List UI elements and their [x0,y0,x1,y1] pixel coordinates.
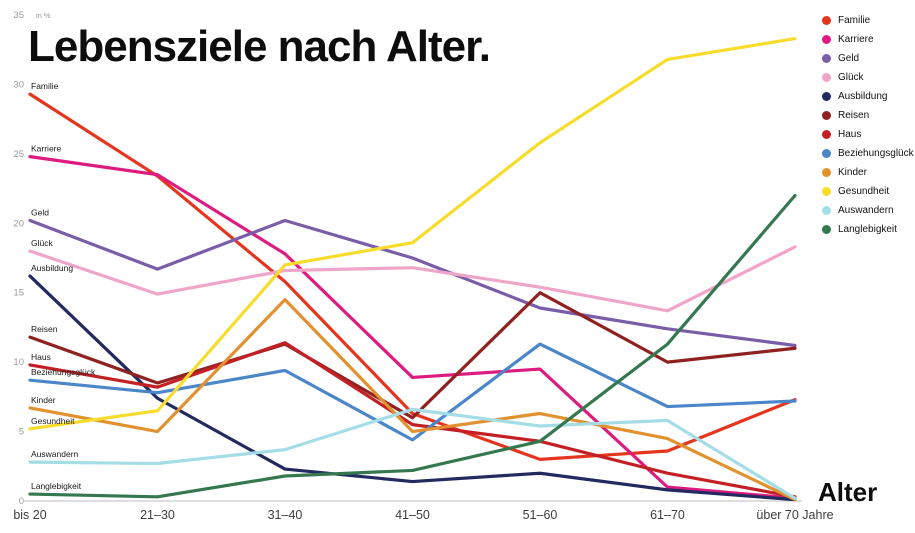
legend-label-auswandern: Auswandern [838,205,894,216]
series-start-label-langlebigkeit: Langlebigkeit [31,481,82,491]
y-tick-label: 25 [13,149,24,160]
series-start-label-familie: Familie [31,81,59,91]
legend-item-beziehungsglueck: Beziehungsglück [822,144,914,163]
legend-item-glueck: Glück [822,68,914,87]
x-tick-label: 51–60 [523,508,558,522]
legend-dot-beziehungsglueck [822,149,831,158]
series-start-label-karriere: Karriere [31,144,62,154]
series-line-haus [28,341,797,499]
series-start-label-beziehungsglueck: Beziehungsglück [31,367,96,377]
legend-dot-haus [822,130,831,139]
x-tick-label: 61–70 [650,508,685,522]
series-line-kinder [28,298,797,502]
series-line-gesundheit [28,37,797,431]
legend-dot-auswandern [822,206,831,215]
legend-dot-familie [822,16,831,25]
legend-label-langlebigkeit: Langlebigkeit [838,224,897,235]
legend-item-haus: Haus [822,125,914,144]
series-line-ausbildung [28,274,797,502]
chart-title: Lebensziele nach Alter. [28,22,491,71]
legend-dot-geld [822,54,831,63]
legend-label-familie: Familie [838,15,871,26]
series-start-label-gesundheit: Gesundheit [31,416,75,426]
legend-dot-gesundheit [822,187,831,196]
series-start-label-geld: Geld [31,208,49,218]
legend-label-gesundheit: Gesundheit [838,186,890,197]
series-line-langlebigkeit [28,193,797,499]
legend-dot-ausbildung [822,92,831,101]
x-tick-label: über 70 Jahre [756,508,833,522]
legend-label-kinder: Kinder [838,167,867,178]
series-start-label-glueck: Glück [31,238,53,248]
series-start-label-reisen: Reisen [31,324,58,334]
legend-dot-reisen [822,111,831,120]
series-line-geld [28,218,797,348]
x-tick-label: 31–40 [268,508,303,522]
series-line-glueck [28,245,797,313]
series-start-label-kinder: Kinder [31,395,56,405]
x-tick-label: 21–30 [140,508,175,522]
legend-item-auswandern: Auswandern [822,201,914,220]
legend-dot-kinder [822,168,831,177]
legend-item-kinder: Kinder [822,163,914,182]
legend-item-karriere: Karriere [822,30,914,49]
legend-item-langlebigkeit: Langlebigkeit [822,220,914,239]
legend-item-gesundheit: Gesundheit [822,182,914,201]
legend-label-reisen: Reisen [838,110,870,121]
legend-label-ausbildung: Ausbildung [838,91,888,102]
series-line-auswandern [28,407,797,500]
y-tick-label: 20 [13,218,24,229]
legend-label-karriere: Karriere [838,34,874,45]
x-tick-label: bis 20 [13,508,46,522]
y-tick-label: 10 [13,357,24,368]
y-tick-label: 5 [19,427,24,438]
y-axis-unit-label: in % [36,11,51,20]
series-start-label-haus: Haus [31,352,51,362]
y-tick-label: 35 [13,10,24,21]
series-line-karriere [28,155,797,500]
legend-item-ausbildung: Ausbildung [822,87,914,106]
legend-label-beziehungsglueck: Beziehungsglück [838,148,914,159]
series-start-label-ausbildung: Ausbildung [31,263,73,273]
legend-label-haus: Haus [838,129,862,140]
series-line-reisen [28,291,797,420]
legend-item-reisen: Reisen [822,106,914,125]
y-tick-label: 0 [19,496,24,507]
legend-dot-glueck [822,73,831,82]
legend-label-geld: Geld [838,53,860,64]
legend-dot-langlebigkeit [822,225,831,234]
legend-item-familie: Familie [822,11,914,30]
y-tick-label: 30 [13,79,24,90]
legend-dot-karriere [822,35,831,44]
x-axis-title: Alter [818,477,878,507]
x-tick-label: 41–50 [395,508,430,522]
series-start-label-auswandern: Auswandern [31,449,79,459]
legend-label-glueck: Glück [838,72,864,83]
series-line-beziehungsglueck [28,342,797,442]
legend-item-geld: Geld [822,49,914,68]
y-tick-label: 15 [13,288,24,299]
legend: Familie Karriere Geld Glück Ausbildung Reisen… [822,11,914,239]
